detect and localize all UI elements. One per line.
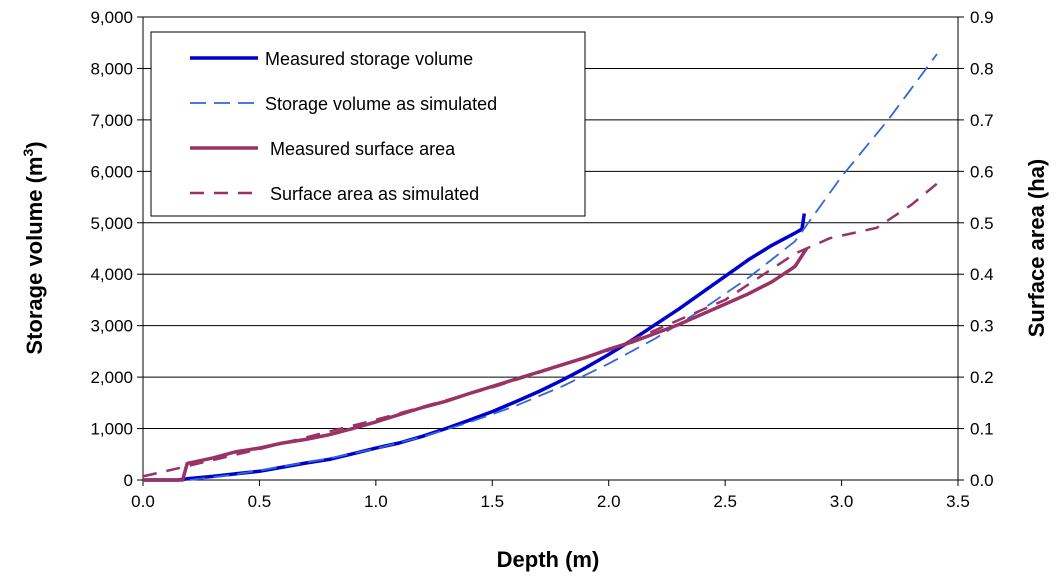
x-axis-title: Depth (m): [497, 547, 600, 572]
series-line-surface-area-as-simulated: [142, 180, 941, 478]
y-tick-labels: 0 1,000 2,000 3,000 4,000 5,000 6,000 7,000 8,00…: [90, 8, 133, 490]
y-tick-label: 7,000: [90, 111, 133, 130]
x-tick-label: 0.0: [131, 492, 155, 511]
y-tick-label: 6,000: [90, 162, 133, 181]
y-tick-label: 5,000: [90, 214, 133, 233]
legend-label-measured-surface-area: Measured surface area: [270, 139, 456, 159]
y-tick-label: 9,000: [90, 8, 133, 27]
y-axis-title-superscript: 3: [20, 149, 36, 157]
legend-box: [150, 31, 586, 217]
y-axis-title-main: Storage volume (m: [22, 157, 47, 355]
series-lines: [142, 53, 941, 482]
y2-tick-label: 0.5: [970, 214, 994, 233]
legend-label-measured-storage-volume: Measured storage volume: [265, 49, 473, 69]
y2-tick-label: 0.8: [970, 59, 994, 78]
y2-tick-labels: 0.0 0.1 0.2 0.3 0.4 0.5 0.6 0.7 0.8 0.9: [970, 8, 994, 490]
y-tick-label: 2,000: [90, 368, 133, 387]
axes: [137, 16, 964, 486]
series-line-measured-storage-volume: [143, 213, 807, 482]
x-tick-label: 2.5: [713, 492, 737, 511]
y2-tick-label: 0.0: [970, 471, 994, 490]
y2-axis-title: Surface area (ha): [1024, 159, 1049, 338]
y-tick-label: 4,000: [90, 265, 133, 284]
x-tick-label: 1.0: [364, 492, 388, 511]
y-tick-label: 1,000: [90, 420, 133, 439]
x-tick-labels: 0.0 0.5 1.0 1.5 2.0 2.5 3.0 3.5: [131, 492, 970, 511]
y-tick-label: 3,000: [90, 317, 133, 336]
y2-tick-label: 0.2: [970, 368, 994, 387]
x-tick-label: 2.0: [597, 492, 621, 511]
y2-tick-label: 0.9: [970, 8, 994, 27]
legend: Measured storage volume Storage volume as…: [150, 31, 586, 217]
y2-tick-label: 0.6: [970, 162, 994, 181]
y-tick-label: 8,000: [90, 59, 133, 78]
x-tick-label: 1.5: [480, 492, 504, 511]
y2-tick-label: 0.3: [970, 317, 994, 336]
y2-tick-label: 0.7: [970, 111, 994, 130]
y2-tick-label: 0.4: [970, 265, 994, 284]
y2-tick-label: 0.1: [970, 420, 994, 439]
x-tick-label: 3.5: [946, 492, 970, 511]
y-axis-title: Storage volume (m3): [20, 141, 47, 354]
x-tick-label: 3.0: [830, 492, 854, 511]
legend-label-storage-volume-as-simulated: Storage volume as simulated: [265, 94, 497, 114]
series-line-storage-volume-as-simulated: [189, 53, 938, 481]
legend-label-surface-area-as-simulated: Surface area as simulated: [270, 184, 479, 204]
x-tick-label: 0.5: [248, 492, 272, 511]
y-tick-label: 0: [124, 471, 133, 490]
y-axis-title-end: ): [22, 141, 47, 148]
